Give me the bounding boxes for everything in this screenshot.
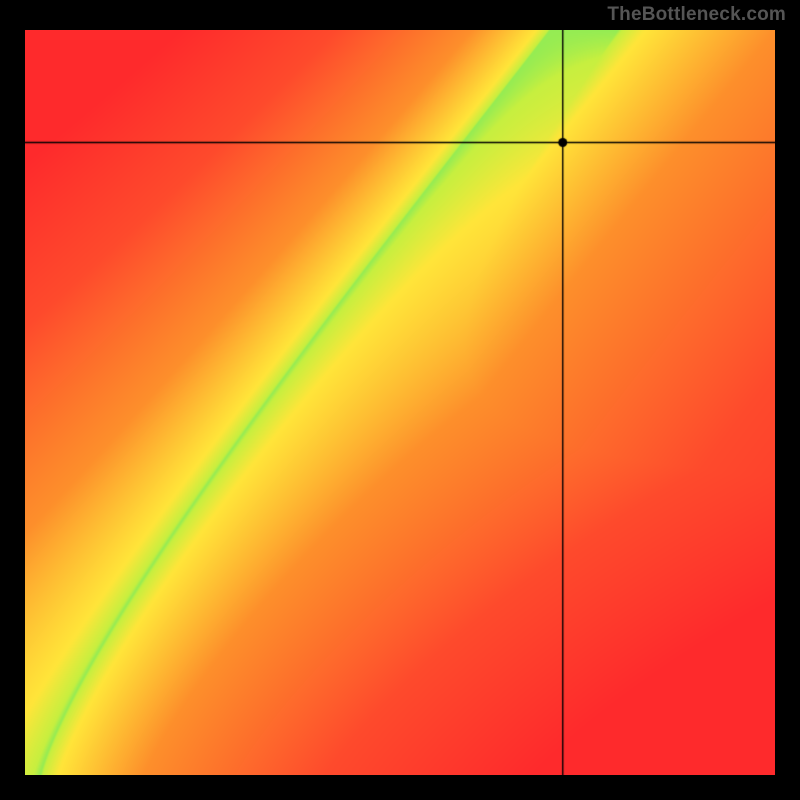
chart-container: TheBottleneck.com [0, 0, 800, 800]
heatmap-plot [25, 30, 775, 775]
heatmap-canvas [25, 30, 775, 775]
attribution-label: TheBottleneck.com [607, 4, 786, 26]
